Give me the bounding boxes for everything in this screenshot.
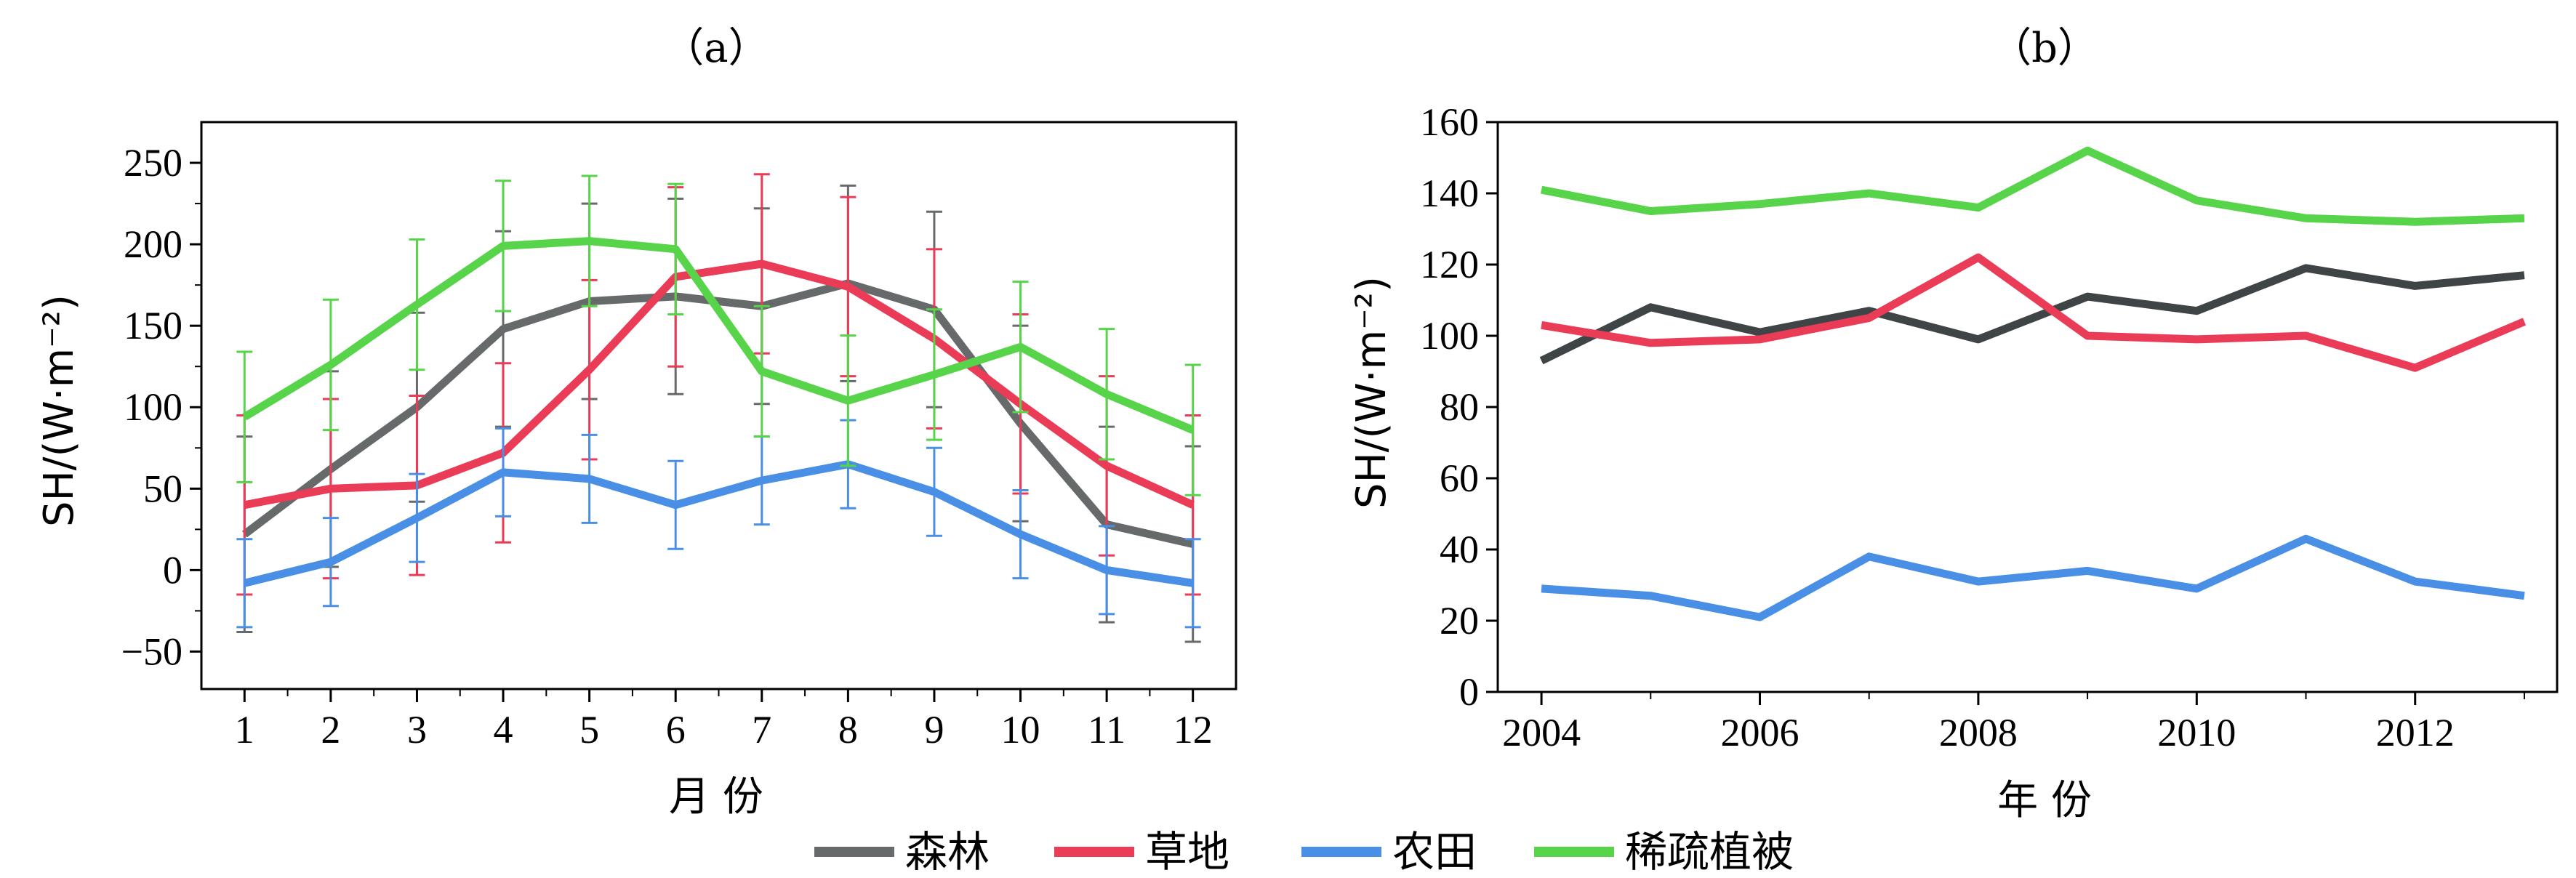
panel-a-ytick-label: 250 xyxy=(124,141,182,185)
panel-a-ytick-label: 50 xyxy=(143,467,182,510)
panel-b-ytick-label: 60 xyxy=(1440,456,1479,500)
legend-label-farmland: 农田 xyxy=(1392,827,1477,877)
panel-a-label: （a） xyxy=(663,25,769,72)
panel-a-series-line-grassland xyxy=(244,259,1195,510)
panel-b-ytick-label: 120 xyxy=(1420,243,1479,286)
panel-a-series-line-sparse-vegetation xyxy=(242,237,1195,434)
panel-a-series-line-farmland xyxy=(243,460,1194,587)
panel-b-label: （b） xyxy=(1991,25,2098,72)
panel-b-xtick-label: 2012 xyxy=(2376,711,2455,754)
panel-a-xtick-label: 10 xyxy=(1001,708,1040,752)
panel-a-ylabel: SH/(W·m⁻²) xyxy=(36,294,83,527)
panel-b-ytick-label: 100 xyxy=(1420,314,1479,358)
panel-a-ytick-label: 200 xyxy=(124,222,182,266)
legend-item-grassland: 草地 xyxy=(1054,827,1229,877)
panel-a-xtick-label: 1 xyxy=(235,708,254,752)
legend-item-sparse-vegetation: 稀疏植被 xyxy=(1534,827,1794,877)
panel-a-xtick-label: 6 xyxy=(666,708,686,752)
panel-b-series-line-sparse-vegetation xyxy=(1541,146,2525,226)
legend: 森林 草地 农田 稀疏植被 xyxy=(814,827,1794,877)
panel-b-series-line-farmland xyxy=(1541,534,2525,621)
panel-b-series-line-forest xyxy=(1539,264,2525,365)
panel-a-xtick-label: 11 xyxy=(1088,708,1126,752)
panel-b-ytick-label: 40 xyxy=(1440,528,1479,571)
panel-a-xtick-label: 7 xyxy=(752,708,771,752)
panel-a-errorbar-sparse-vegetation xyxy=(1184,363,1201,496)
panel-b-xtick-label: 2010 xyxy=(2157,711,2236,754)
panel-b-xtick-label: 2006 xyxy=(1720,711,1799,754)
panel-a-errorbar-sparse-vegetation xyxy=(236,350,253,483)
panel-a-ytick-label: 100 xyxy=(124,385,182,429)
legend-label-grassland: 草地 xyxy=(1145,827,1229,877)
panel-b-ytick-label: 20 xyxy=(1440,599,1479,643)
panel-a-frame xyxy=(200,121,1237,690)
panel-a-series-line-forest xyxy=(241,279,1194,548)
legend-item-forest: 森林 xyxy=(814,827,990,877)
panel-a-xtick-label: 12 xyxy=(1173,708,1213,752)
panel-b-ytick-label: 0 xyxy=(1459,670,1479,714)
panel-a-ytick-label: 150 xyxy=(124,304,182,347)
panel-a-xtick-label: 9 xyxy=(924,708,944,752)
panel-a-xtick-label: 4 xyxy=(494,708,513,752)
panel-a-ytick-label: −50 xyxy=(121,629,182,673)
panel-b-xlabel: 年 份 xyxy=(1997,777,2092,824)
panel-a-xtick-label: 5 xyxy=(579,708,599,752)
panel-b-ytick-label: 140 xyxy=(1420,172,1479,215)
legend-item-farmland: 农田 xyxy=(1301,827,1477,877)
panel-b-xtick-label: 2008 xyxy=(1939,711,2018,754)
panel-b-ytick-label: 80 xyxy=(1440,385,1479,429)
panel-a-ytick-label: 0 xyxy=(163,548,182,592)
panel-a-xlabel: 月 份 xyxy=(669,773,763,821)
panel-a-xtick-label: 3 xyxy=(407,708,427,752)
panel-b-series-line-grassland xyxy=(1541,253,2527,372)
panel-a-xtick-label: 2 xyxy=(321,708,340,752)
legend-label-sparse-vegetation: 稀疏植被 xyxy=(1625,827,1794,877)
panel-b-ytick-label: 160 xyxy=(1420,100,1479,144)
panel-b-xtick-label: 2004 xyxy=(1502,711,1581,754)
panel-b-plot-area: 0 20 40 60 80 100 120 140 160 2004 2006 2008 2010 201… xyxy=(1420,100,2559,754)
panel-b-chart: （b） 年 份 SH/(W·m⁻²) 0 20 40 60 80 100 120 140 160… xyxy=(1348,25,2559,824)
panel-a-xtick-label: 8 xyxy=(838,708,858,752)
panel-b-ylabel: SH/(W·m⁻²) xyxy=(1348,276,1395,509)
legend-label-forest: 森林 xyxy=(905,827,990,877)
